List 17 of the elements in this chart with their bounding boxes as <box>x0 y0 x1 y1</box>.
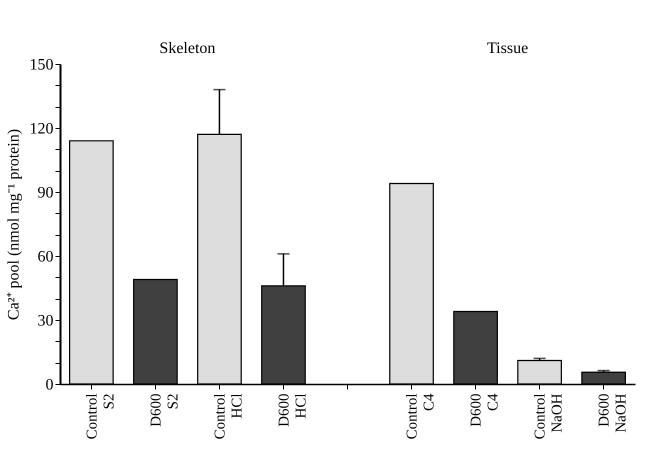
y-tick-label: 150 <box>30 56 54 74</box>
y-tick-label: 120 <box>30 120 54 138</box>
y-tick-label: 90 <box>38 184 54 202</box>
x-tick-label: Control S2 <box>84 394 118 440</box>
x-tick-label: D600 C4 <box>468 393 502 427</box>
x-tick-label: D600 HCl <box>276 394 310 427</box>
y-tick-label: 0 <box>46 376 54 394</box>
x-tick-label: Control C4 <box>404 393 438 440</box>
x-tick-label: Control NaOH <box>532 393 566 440</box>
x-tick-label: Control HCl <box>212 394 246 440</box>
y-axis-title: Ca²⁺ pool (nmol mg⁻¹ protein) <box>6 128 22 320</box>
x-tick-label: D600 NaOH <box>596 393 630 433</box>
y-tick-label: 60 <box>38 248 54 266</box>
y-tick-label: 30 <box>38 312 54 330</box>
text: Skeleton <box>159 40 216 57</box>
x-tick-label: D600 S2 <box>148 394 182 427</box>
text: Tissue <box>486 40 528 57</box>
